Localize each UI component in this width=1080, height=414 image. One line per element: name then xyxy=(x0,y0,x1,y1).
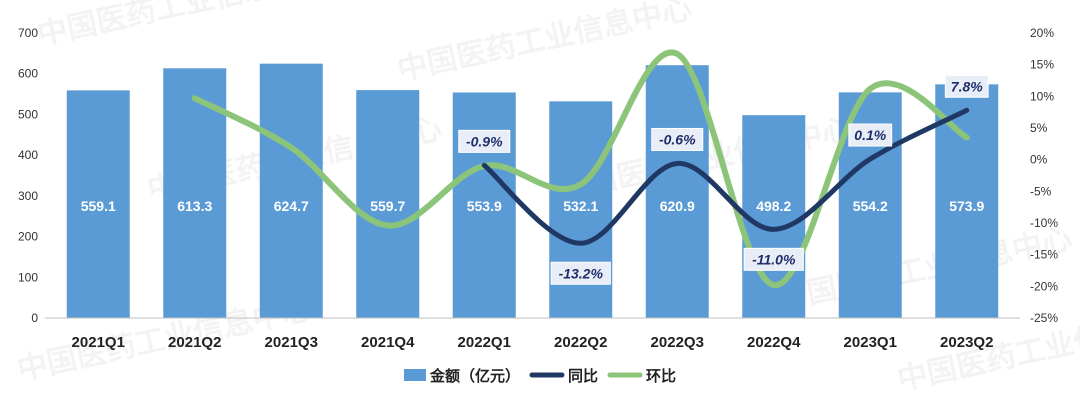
yoy-label-2022Q3: -0.6% xyxy=(659,131,696,147)
x-tick-2022Q2: 2022Q2 xyxy=(554,334,607,351)
bar-label-2021Q1: 559.1 xyxy=(81,198,116,214)
y-right-tick--25%: -25% xyxy=(1030,311,1058,325)
y-left-tick-300: 300 xyxy=(18,189,38,203)
bar-label-2022Q1: 553.9 xyxy=(467,198,502,214)
legend: 金额（亿元） 同比 环比 xyxy=(404,367,676,385)
y-left-tick-200: 200 xyxy=(18,230,38,244)
bar-label-2022Q2: 532.1 xyxy=(563,198,598,214)
x-tick-2023Q1: 2023Q1 xyxy=(844,334,897,351)
y-left-tick-700: 700 xyxy=(18,26,38,40)
y-right-tick-20%: 20% xyxy=(1030,26,1054,40)
legend-label-yoy: 同比 xyxy=(568,367,598,385)
x-tick-2021Q2: 2021Q2 xyxy=(168,334,221,351)
x-tick-2022Q1: 2022Q1 xyxy=(458,334,511,351)
bar-label-2023Q1: 554.2 xyxy=(853,198,888,214)
y-left-axis: 0 100 200 300 400 500 600 700 xyxy=(18,26,38,325)
legend-label-bar: 金额（亿元） xyxy=(429,367,520,385)
y-left-tick-600: 600 xyxy=(18,67,38,81)
bar-label-2022Q4: 498.2 xyxy=(756,198,791,214)
y-left-tick-400: 400 xyxy=(18,148,38,162)
bar-label-2021Q2: 613.3 xyxy=(177,198,212,214)
y-right-tick-0%: 0% xyxy=(1030,153,1048,167)
bar-label-2021Q4: 559.7 xyxy=(370,198,405,214)
x-tick-2022Q4: 2022Q4 xyxy=(747,334,801,351)
y-right-tick-10%: 10% xyxy=(1030,89,1054,103)
watermark-text-0: 中国医药工业信息中心 xyxy=(34,0,335,52)
x-tick-2021Q3: 2021Q3 xyxy=(265,334,318,351)
x-tick-2021Q4: 2021Q4 xyxy=(361,334,415,351)
y-right-tick--10%: -10% xyxy=(1030,216,1058,230)
y-right-tick-5%: 5% xyxy=(1030,121,1048,135)
y-right-tick--20%: -20% xyxy=(1030,279,1058,293)
bar-2021Q3 xyxy=(260,64,323,318)
watermark-text-4: 中国医药工业信息中心 xyxy=(774,221,1075,317)
yoy-label-2023Q1: 0.1% xyxy=(854,127,886,143)
x-axis: 2021Q1 2021Q2 2021Q3 2021Q4 2022Q1 2022Q2 2022… xyxy=(72,334,994,351)
y-right-tick-15%: 15% xyxy=(1030,58,1054,72)
legend-label-qoq: 环比 xyxy=(646,367,676,385)
bar-label-2021Q3: 624.7 xyxy=(274,198,309,214)
bar-2022Q3 xyxy=(646,65,709,318)
y-right-tick--15%: -15% xyxy=(1030,248,1058,262)
yoy-label-2022Q4: -11.0% xyxy=(752,251,796,267)
x-tick-2023Q2: 2023Q2 xyxy=(940,334,993,351)
legend-swatch-bar xyxy=(404,369,426,381)
bar-label-2023Q2: 573.9 xyxy=(949,198,984,214)
y-right-axis: -25% -20% -15% -10% -5% 0% 5% 10% 15% 20% xyxy=(1030,26,1058,325)
bar-label-2022Q3: 620.9 xyxy=(660,198,695,214)
yoy-label-2023Q2: 7.8% xyxy=(951,78,983,94)
yoy-label-2022Q2: -13.2% xyxy=(559,265,604,281)
yoy-label-2022Q1: -0.9% xyxy=(466,133,503,149)
y-left-tick-100: 100 xyxy=(18,270,38,284)
x-tick-2021Q1: 2021Q1 xyxy=(72,334,125,351)
x-tick-2022Q3: 2022Q3 xyxy=(651,334,704,351)
y-left-tick-500: 500 xyxy=(18,107,38,121)
y-left-tick-0: 0 xyxy=(31,311,38,325)
y-right-tick--5%: -5% xyxy=(1030,184,1052,198)
